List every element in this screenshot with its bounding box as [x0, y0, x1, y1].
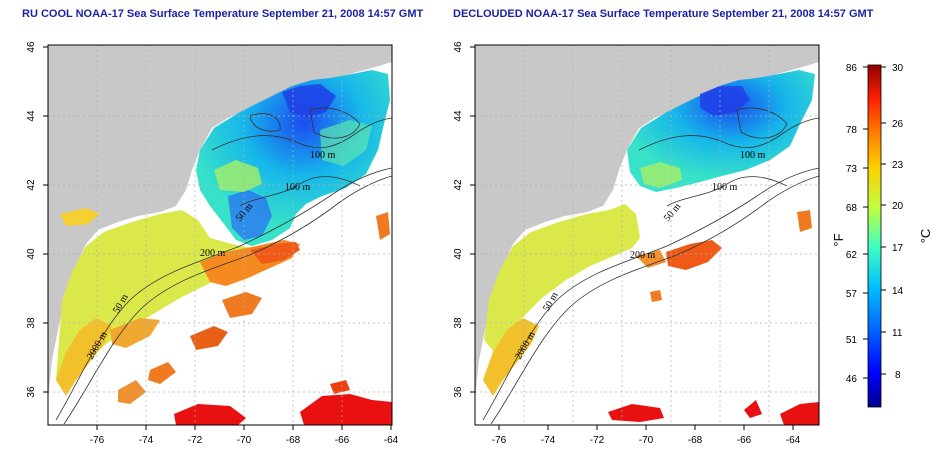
lat-tick-label: 44 — [453, 110, 464, 122]
left-land — [48, 45, 392, 400]
fahrenheit-unit-label: °F — [831, 233, 846, 246]
lon-tick-label: -66 — [335, 435, 350, 446]
right-lon-tick-labels: -76 -74 -72 -70 -68 -66 -64 — [492, 435, 801, 446]
fahrenheit-tick-label: 46 — [846, 374, 858, 385]
right-contour-label: 200 m — [630, 250, 656, 261]
lat-tick-label: 38 — [26, 317, 37, 329]
celsius-tick-label: 17 — [892, 243, 904, 254]
lon-tick-label: -74 — [139, 435, 154, 446]
celsius-tick-label: 30 — [892, 63, 904, 74]
fahrenheit-tick-label: 62 — [846, 250, 858, 261]
fahrenheit-tick-label: 51 — [846, 335, 858, 346]
lat-tick-label: 36 — [453, 386, 464, 398]
lon-tick-label: -74 — [541, 435, 556, 446]
celsius-unit-label: °C — [918, 229, 933, 244]
lat-tick-label: 36 — [26, 386, 37, 398]
fahrenheit-tick-label: 57 — [846, 289, 858, 300]
fahrenheit-tick-label: 68 — [846, 203, 858, 214]
lon-tick-label: -72 — [188, 435, 203, 446]
celsius-tick-label: 23 — [892, 160, 904, 171]
left-map-title: RU COOL NOAA-17 Sea Surface Temperature … — [22, 8, 424, 20]
left-map-frame — [47, 44, 393, 426]
lon-tick-label: -68 — [688, 435, 703, 446]
lat-tick-label: 40 — [453, 248, 464, 260]
lat-tick-label: 42 — [453, 179, 464, 191]
fahrenheit-tick-label: 73 — [846, 164, 858, 175]
celsius-tick-label: 20 — [892, 201, 904, 212]
fahrenheit-tick-label: 78 — [846, 125, 858, 136]
colorbar: 86 78 73 68 62 57 51 46 30 26 23 20 17 1… — [831, 63, 933, 408]
lon-tick-label: -70 — [237, 435, 252, 446]
lat-tick-label: 38 — [453, 317, 464, 329]
lat-tick-label: 46 — [26, 41, 37, 53]
lat-tick-label: 44 — [26, 110, 37, 122]
celsius-tick-label: 14 — [892, 286, 904, 297]
lat-tick-label: 46 — [453, 41, 464, 53]
lon-tick-label: -70 — [639, 435, 654, 446]
lon-tick-label: -76 — [492, 435, 507, 446]
right-contour-label: 100 m — [740, 150, 766, 161]
lon-tick-label: -76 — [90, 435, 105, 446]
lon-tick-label: -66 — [737, 435, 752, 446]
left-contour-label: 100 m — [310, 150, 336, 161]
right-land — [475, 45, 819, 400]
right-grid — [475, 45, 819, 425]
left-grid — [48, 45, 392, 425]
right-contour-label: 100 m — [712, 182, 738, 193]
lon-tick-label: -64 — [786, 435, 801, 446]
lat-tick-label: 42 — [26, 179, 37, 191]
left-contour-label: 100 m — [285, 182, 311, 193]
right-lat-tick-labels: 46 44 42 40 38 36 — [453, 41, 464, 398]
left-lon-tick-labels: -76 -74 -72 -70 -68 -66 -64 — [90, 435, 399, 446]
fahrenheit-tick-label: 86 — [846, 63, 858, 74]
celsius-tick-label: 26 — [892, 119, 904, 130]
lat-tick-label: 40 — [26, 248, 37, 260]
lon-tick-label: -72 — [590, 435, 605, 446]
celsius-tick-label: 8 — [895, 370, 901, 381]
colorbar-scale — [867, 64, 882, 408]
right-map: 100 m 100 m 50 m 200 m 50 m 2000 m — [475, 45, 819, 425]
left-lat-tick-labels: 46 44 42 40 38 36 — [26, 41, 37, 398]
lon-tick-label: -64 — [384, 435, 399, 446]
left-contour-label: 200 m — [200, 248, 226, 259]
celsius-tick-label: 11 — [892, 328, 903, 339]
right-map-frame — [474, 44, 820, 426]
right-map-title: DECLOUDED NOAA-17 Sea Surface Temperatur… — [453, 8, 874, 20]
lon-tick-label: -68 — [286, 435, 301, 446]
left-map: 100 m 100 m 50 m 200 m 50 m 2000 m — [48, 45, 392, 425]
